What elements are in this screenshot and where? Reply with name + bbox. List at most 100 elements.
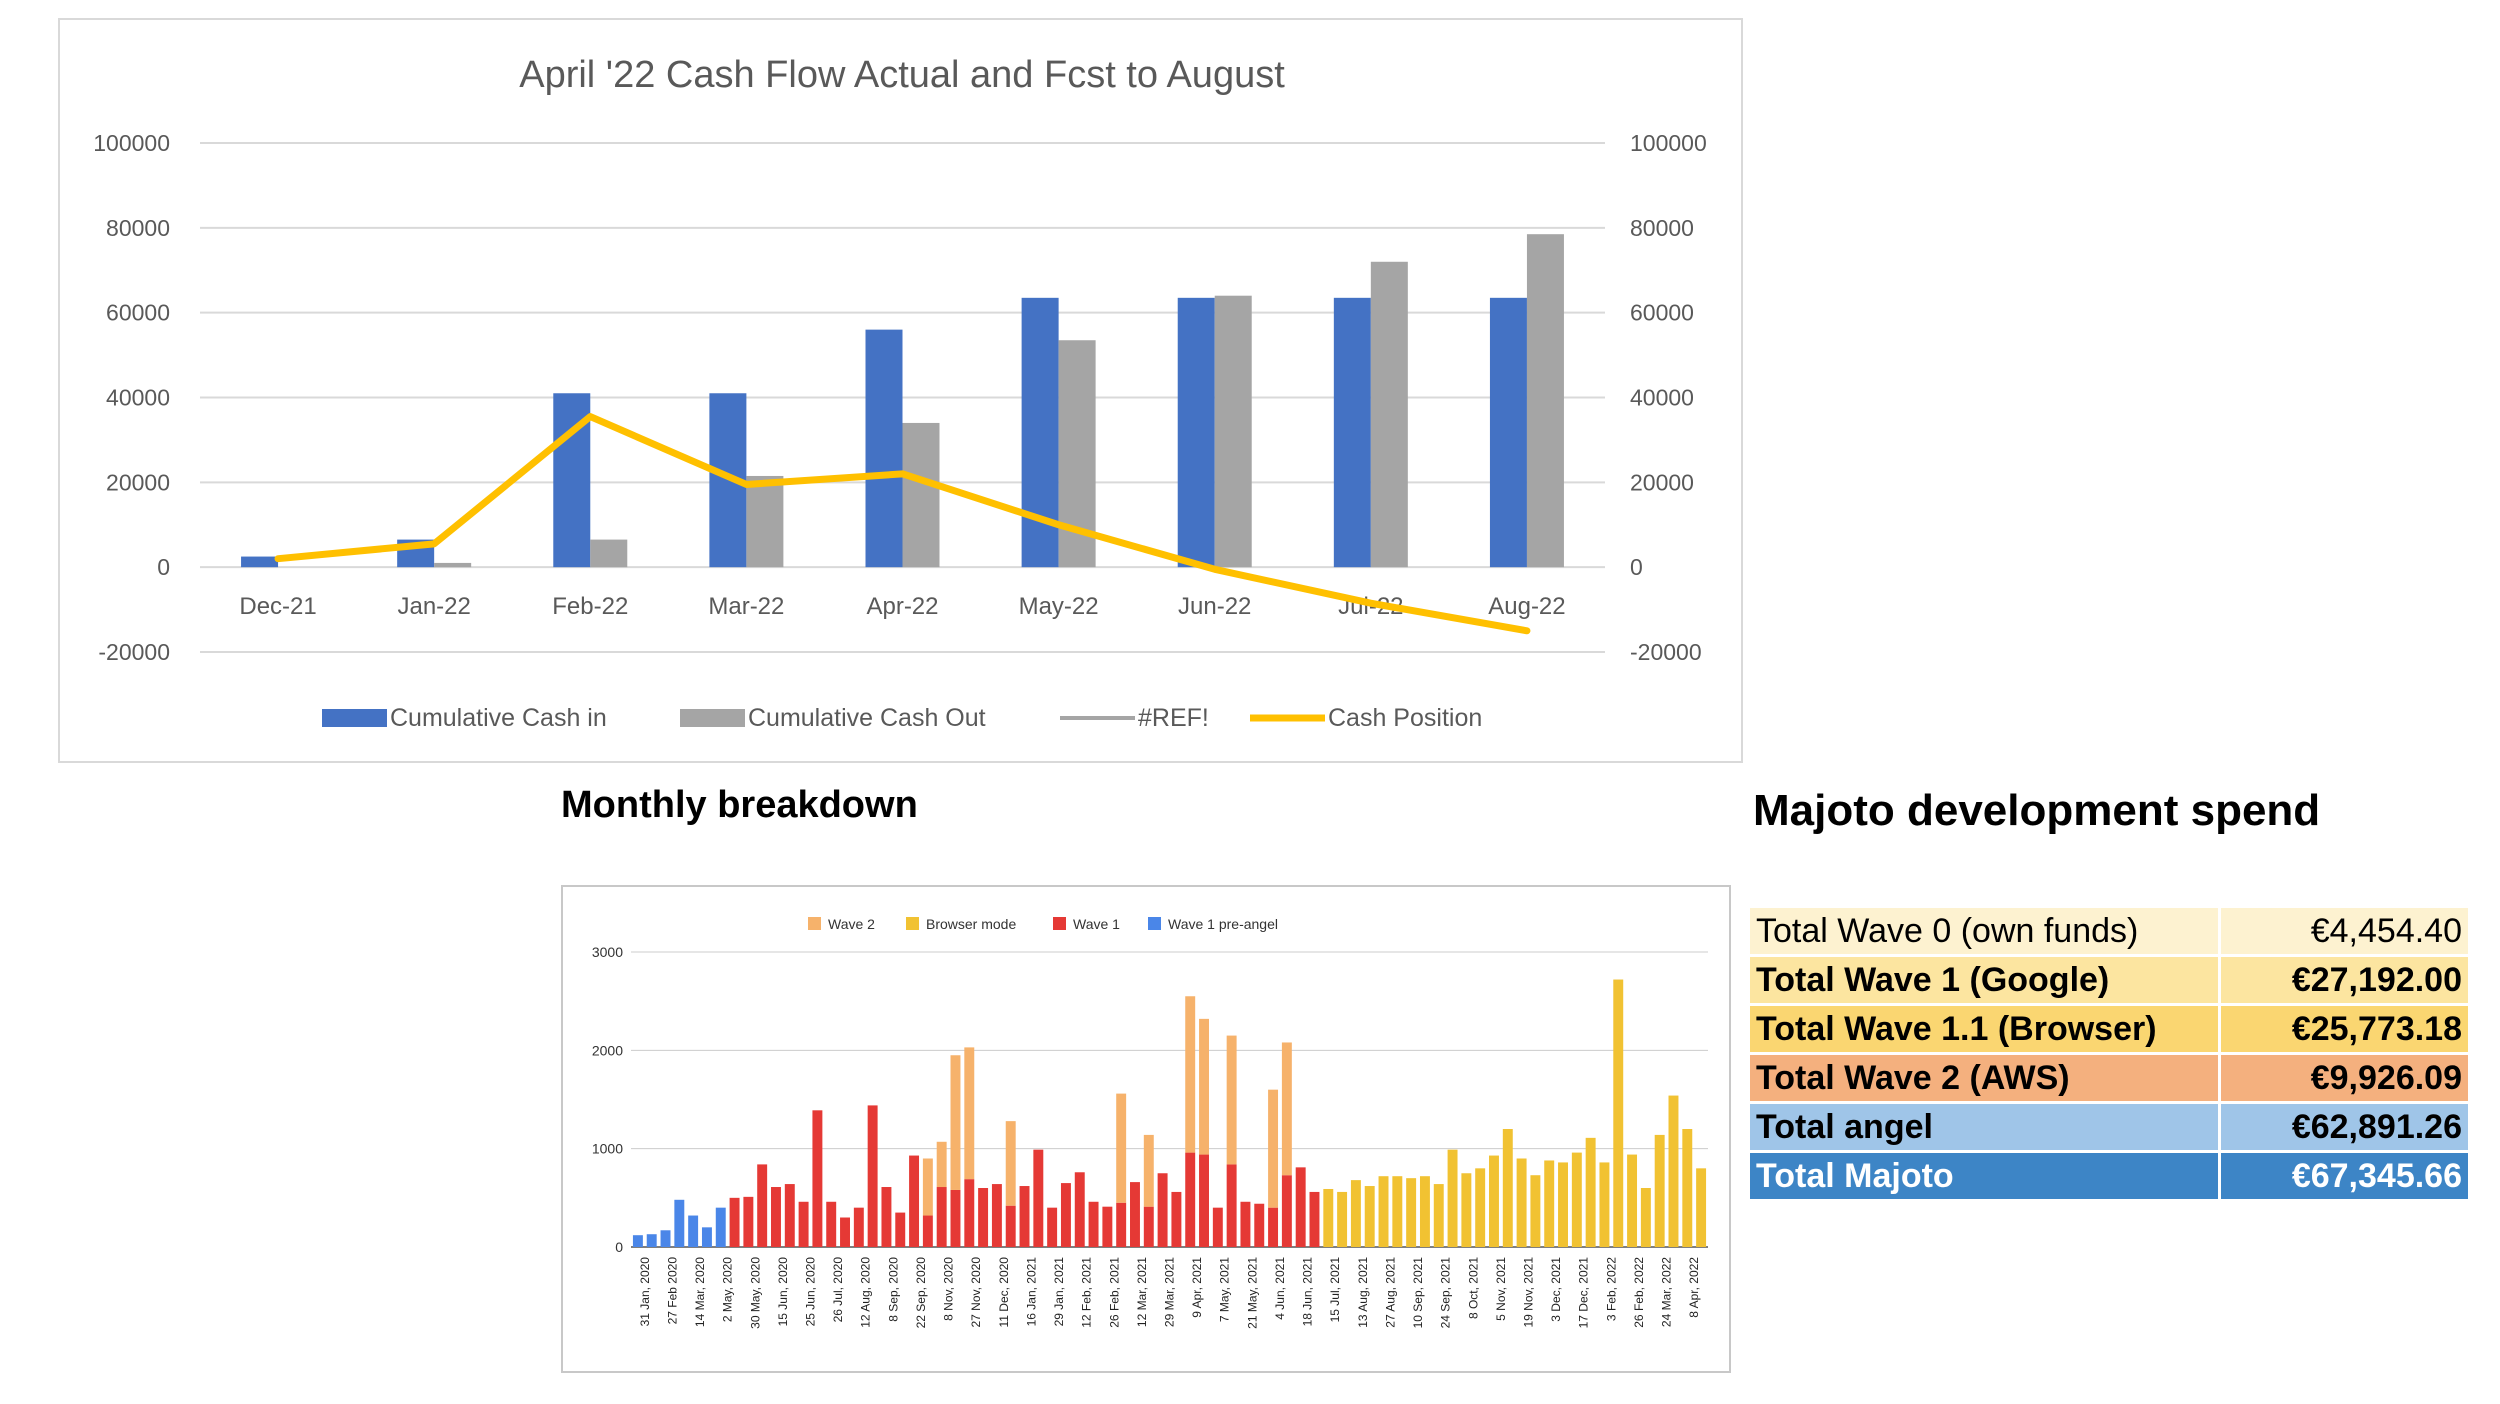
bar-wave-1-pre-angel (688, 1215, 699, 1247)
bar-cumulative-cash-out (434, 562, 472, 568)
bar-wave-1 (1143, 1206, 1154, 1247)
bar-cumulative-cash-in (865, 329, 903, 568)
x-tick-label: 8 Apr, 2022 (1687, 1257, 1701, 1318)
bar-cumulative-cash-out (746, 475, 784, 568)
bar-wave-1 (826, 1201, 837, 1247)
bar-browser-mode (1378, 1176, 1389, 1247)
x-tick-label: 12 Feb, 2021 (1080, 1257, 1094, 1328)
bar-wave-1 (1019, 1186, 1030, 1247)
bar-wave-1 (1295, 1167, 1306, 1247)
spend-row: Total Wave 0 (own funds) €4,454.40 (1750, 908, 2468, 957)
y-tick-label: 0 (615, 1239, 623, 1255)
x-tick-label: 10 Sep, 2021 (1411, 1257, 1425, 1329)
legend-swatch (808, 917, 821, 930)
bar-cumulative-cash-out (1370, 261, 1408, 568)
bar-browser-mode (1516, 1158, 1527, 1247)
legend-label: Cash Position (1328, 704, 1482, 732)
bar-wave-1 (1309, 1191, 1320, 1247)
spend-row: Total Wave 1.1 (Browser) €25,773.18 (1750, 1004, 2468, 1055)
bar-browser-mode (1530, 1175, 1541, 1247)
bar-browser-mode (1350, 1180, 1361, 1247)
x-tick-label: 12 Aug, 2020 (859, 1257, 873, 1328)
spend-row-label: Total Wave 1.1 (Browser) (1750, 1004, 2220, 1055)
bar-browser-mode (1323, 1188, 1334, 1247)
bar-wave-2 (922, 1158, 933, 1216)
monthly-breakdown-heading: Monthly breakdown (561, 784, 918, 826)
spend-row: Total angel €62,891.26 (1750, 1102, 2468, 1153)
bar-browser-mode (1406, 1178, 1417, 1247)
legend-label: Browser mode (926, 916, 1016, 932)
bar-browser-mode (1558, 1162, 1568, 1247)
bar-wave-1-pre-angel (646, 1234, 657, 1247)
x-tick-label: 9 Apr, 2021 (1190, 1257, 1204, 1318)
spend-row-value: €62,891.26 (2218, 1102, 2468, 1153)
bar-wave-1 (853, 1207, 864, 1247)
x-tick-label: 3 Feb, 2022 (1604, 1257, 1618, 1321)
spend-row-label: Total angel (1750, 1102, 2220, 1153)
bar-browser-mode (1654, 1134, 1665, 1247)
x-tick-label: Aug-22 (1488, 593, 1565, 620)
bar-wave-1 (1171, 1191, 1182, 1247)
spend-row-value: €27,192.00 (2218, 955, 2468, 1006)
bar-wave-1 (1088, 1201, 1099, 1247)
spend-row-label: Total Wave 1 (Google) (1750, 955, 2220, 1006)
spend-row: Total Wave 2 (AWS) €9,926.09 (1750, 1053, 2468, 1104)
y-tick-label-right: 80000 (1630, 215, 1694, 241)
spend-row-label: Total Wave 2 (AWS) (1750, 1053, 2220, 1104)
x-tick-label: Apr-22 (866, 593, 938, 620)
bar-wave-1 (936, 1187, 947, 1247)
bar-browser-mode (1461, 1173, 1472, 1247)
bar-browser-mode (1696, 1168, 1707, 1247)
bar-wave-2 (1226, 1035, 1237, 1165)
bar-wave-2 (1268, 1089, 1279, 1208)
bar-wave-1 (1226, 1164, 1237, 1247)
bar-wave-1 (1268, 1207, 1279, 1247)
legend-label: Cumulative Cash in (390, 704, 607, 732)
bar-wave-2 (1116, 1093, 1127, 1203)
x-tick-label: 24 Mar, 2022 (1660, 1257, 1674, 1327)
bar-cumulative-cash-in (241, 556, 279, 568)
legend-label: #REF! (1138, 704, 1209, 732)
cash-flow-chart-svg: April '22 Cash Flow Actual and Fcst to A… (93, 54, 1707, 732)
bar-cumulative-cash-out (902, 422, 940, 568)
bar-browser-mode (1640, 1188, 1651, 1247)
spend-row-value: €4,454.40 (2218, 908, 2468, 957)
bar-wave-1 (867, 1105, 878, 1247)
bar-browser-mode (1571, 1152, 1582, 1247)
x-tick-label: 14 Mar, 2020 (693, 1257, 707, 1327)
bar-wave-1 (1281, 1175, 1292, 1247)
bar-browser-mode (1392, 1176, 1403, 1247)
bar-wave-1-pre-angel (660, 1230, 671, 1247)
y-tick-label: 2000 (592, 1042, 623, 1058)
chart-title: April '22 Cash Flow Actual and Fcst to A… (519, 54, 1285, 96)
x-tick-label: 27 Nov, 2020 (969, 1257, 983, 1328)
bar-wave-1 (840, 1217, 850, 1247)
bar-cumulative-cash-out (1214, 295, 1252, 568)
x-tick-label: 15 Jun, 2020 (776, 1257, 790, 1327)
x-tick-label: Feb-22 (552, 593, 628, 620)
bar-browser-mode (1627, 1154, 1638, 1247)
bar-wave-1 (1185, 1152, 1196, 1247)
development-spend-heading: Majoto development spend (1753, 786, 2321, 835)
spend-row-value: €25,773.18 (2218, 1004, 2468, 1055)
bar-wave-1-pre-angel (701, 1227, 712, 1247)
y-tick-label-left: 40000 (106, 385, 170, 411)
bar-cumulative-cash-in (1489, 297, 1527, 568)
x-tick-label: Mar-22 (708, 593, 784, 620)
x-tick-label: 16 Jan, 2021 (1024, 1257, 1038, 1327)
legend-swatch (1053, 917, 1066, 930)
x-tick-label: Jun-22 (1178, 593, 1251, 620)
spend-row: Total Majoto €67,345.66 (1750, 1151, 2468, 1202)
bar-wave-2 (1005, 1121, 1016, 1206)
bar-wave-1 (1102, 1206, 1113, 1247)
legend-label: Wave 1 (1073, 916, 1120, 932)
bar-wave-1 (784, 1184, 795, 1247)
bar-wave-1-pre-angel (674, 1199, 685, 1247)
x-tick-label: May-22 (1019, 593, 1099, 620)
bar-wave-1 (1130, 1182, 1140, 1247)
x-tick-label: 31 Jan, 2020 (638, 1257, 652, 1327)
spend-row-value: €9,926.09 (2218, 1053, 2468, 1104)
bar-cumulative-cash-in (1333, 297, 1371, 568)
bar-browser-mode (1419, 1176, 1430, 1247)
bar-browser-mode (1668, 1095, 1679, 1247)
